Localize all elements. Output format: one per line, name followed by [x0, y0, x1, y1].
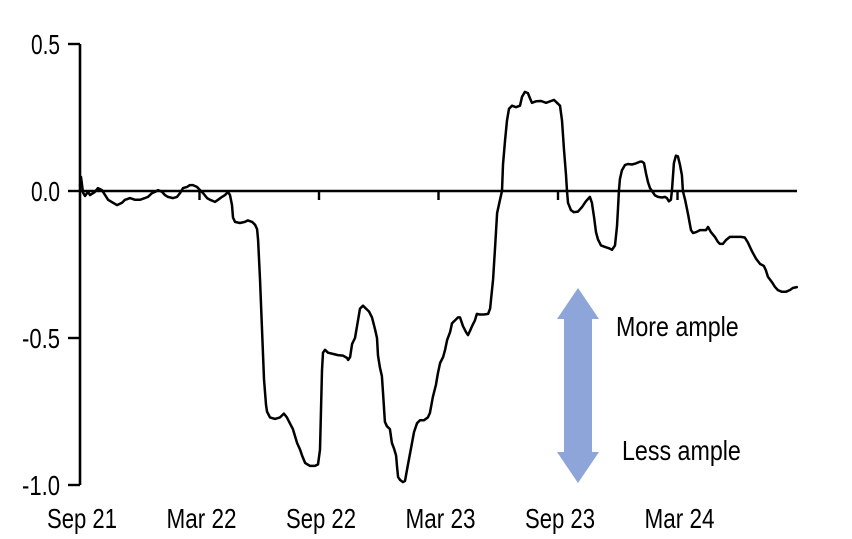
x-tick-label: Sep 22	[286, 503, 356, 534]
annotation-more-ample: More ample	[616, 311, 739, 342]
y-tick-label: 0.5	[31, 29, 60, 60]
x-tick-label: Sep 23	[525, 503, 595, 534]
y-tick-label: -1.0	[22, 470, 60, 501]
x-tick-label: Mar 24	[645, 503, 715, 534]
x-tick-label: Mar 22	[167, 503, 237, 534]
y-tick-label: 0.0	[31, 176, 60, 207]
double-arrow-icon	[557, 288, 599, 483]
annotation-less-ample: Less ample	[622, 435, 741, 466]
x-tick-label: Sep 21	[47, 503, 117, 534]
x-tick-label: Mar 23	[406, 503, 476, 534]
y-tick-label: -0.5	[22, 323, 60, 354]
series-line	[78, 90, 799, 484]
